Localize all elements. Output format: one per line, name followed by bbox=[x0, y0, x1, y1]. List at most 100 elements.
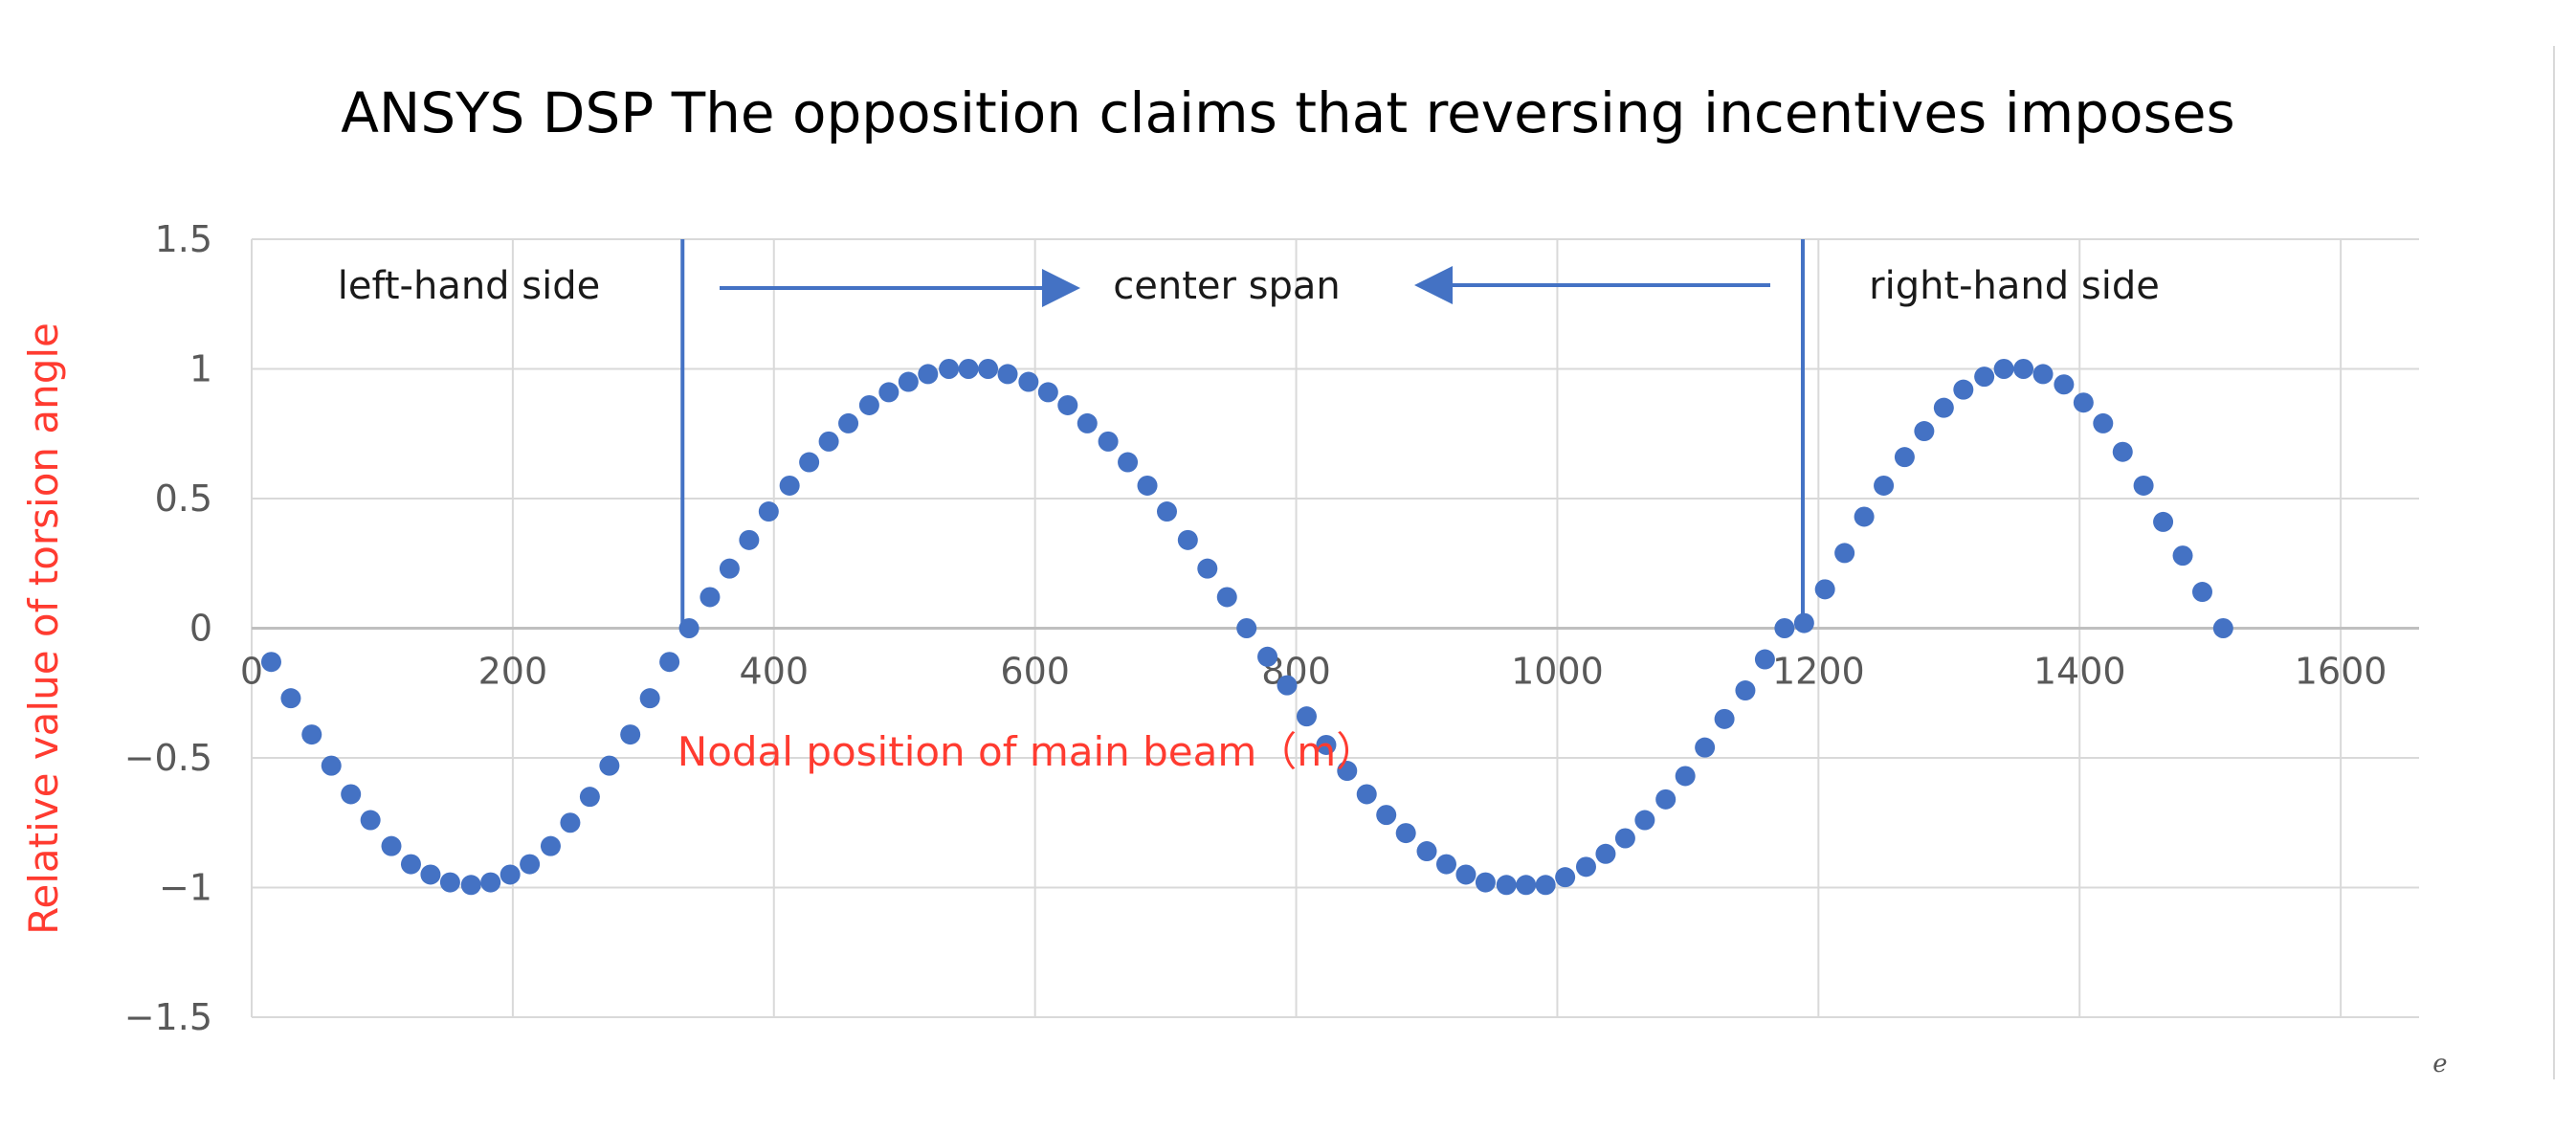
data-point bbox=[678, 618, 700, 638]
data-point bbox=[420, 864, 441, 885]
data-point bbox=[2093, 412, 2114, 433]
data-point bbox=[2212, 618, 2233, 638]
data-point bbox=[1894, 447, 1915, 468]
x-tick-label: 1000 bbox=[1511, 651, 1604, 693]
data-point bbox=[2073, 392, 2094, 413]
data-point bbox=[918, 364, 939, 385]
x-tick-label: 600 bbox=[1000, 651, 1070, 693]
data-point bbox=[1216, 587, 1237, 608]
data-point bbox=[1874, 475, 1895, 496]
data-point bbox=[1953, 379, 1974, 400]
x-tick-label: 1200 bbox=[1772, 651, 1865, 693]
data-point bbox=[1974, 367, 1995, 388]
y-tick-label: 0 bbox=[189, 608, 212, 650]
data-point bbox=[1197, 558, 1218, 579]
data-point bbox=[639, 688, 660, 709]
data-point bbox=[360, 810, 381, 831]
data-point bbox=[1914, 421, 1935, 442]
data-point bbox=[779, 475, 800, 496]
data-point bbox=[400, 854, 421, 875]
y-tick-label: 1.5 bbox=[155, 218, 212, 260]
data-point bbox=[1475, 872, 1496, 893]
data-point bbox=[1236, 618, 1257, 638]
x-tick-label: 0 bbox=[240, 651, 263, 693]
data-point bbox=[1077, 412, 1098, 433]
data-point bbox=[599, 755, 620, 776]
data-point bbox=[1257, 646, 1278, 667]
data-point bbox=[341, 784, 362, 805]
y-tick-label: −0.5 bbox=[124, 737, 212, 779]
data-point bbox=[1575, 856, 1596, 878]
data-point bbox=[381, 835, 402, 856]
data-point bbox=[280, 688, 301, 709]
data-point bbox=[1395, 823, 1416, 844]
data-point bbox=[2013, 359, 2034, 379]
data-point bbox=[1156, 501, 1177, 522]
data-point bbox=[1555, 867, 1576, 888]
data-point bbox=[2054, 374, 2075, 395]
data-point bbox=[520, 854, 541, 875]
chart-title: ANSYS DSP The opposition claims that rev… bbox=[341, 80, 2234, 145]
data-point bbox=[480, 872, 501, 893]
data-point bbox=[1993, 359, 2014, 379]
data-point bbox=[1137, 475, 1158, 496]
data-point bbox=[2172, 545, 2193, 566]
data-point bbox=[1277, 675, 1298, 696]
data-point bbox=[1356, 784, 1377, 805]
data-point bbox=[1595, 843, 1616, 864]
data-point bbox=[1655, 789, 1677, 810]
x-tick-label: 400 bbox=[740, 651, 810, 693]
data-point bbox=[1496, 875, 1517, 896]
data-point bbox=[1037, 382, 1058, 403]
data-point bbox=[1455, 864, 1477, 885]
data-point bbox=[799, 452, 820, 473]
data-point bbox=[1337, 761, 1358, 782]
figure-border bbox=[2553, 46, 2555, 1079]
data-point bbox=[260, 652, 281, 673]
y-tick-label: −1.5 bbox=[124, 996, 212, 1038]
data-point bbox=[659, 652, 680, 673]
data-point bbox=[838, 412, 859, 433]
data-point bbox=[939, 359, 960, 379]
data-point bbox=[1793, 612, 1814, 633]
data-point bbox=[1316, 734, 1337, 755]
data-point bbox=[579, 787, 600, 808]
data-point bbox=[2032, 364, 2054, 385]
data-point bbox=[2112, 441, 2133, 462]
x-tick-label: 1400 bbox=[2033, 651, 2126, 693]
data-point bbox=[1296, 706, 1317, 727]
data-point bbox=[978, 359, 999, 379]
data-point bbox=[1535, 875, 1556, 896]
data-point bbox=[500, 864, 521, 885]
x-tick-label: 200 bbox=[478, 651, 548, 693]
data-point bbox=[1177, 529, 1198, 550]
data-point bbox=[301, 724, 322, 745]
data-point bbox=[560, 812, 581, 833]
data-point bbox=[1735, 680, 1756, 701]
data-point bbox=[1018, 371, 1039, 392]
data-point bbox=[858, 394, 879, 415]
y-tick-label: −1 bbox=[159, 867, 212, 909]
data-point bbox=[1435, 854, 1456, 875]
data-point bbox=[1675, 766, 1696, 787]
y-tick-label: 0.5 bbox=[155, 478, 212, 520]
data-point bbox=[1933, 397, 1954, 418]
data-point bbox=[1516, 875, 1537, 896]
data-point bbox=[1834, 543, 1855, 564]
data-point bbox=[818, 431, 839, 452]
data-point bbox=[321, 755, 342, 776]
data-point bbox=[898, 371, 919, 392]
data-point bbox=[439, 872, 460, 893]
data-point bbox=[1854, 506, 1875, 527]
data-point bbox=[739, 529, 760, 550]
data-point bbox=[758, 501, 779, 522]
data-point bbox=[1714, 708, 1735, 729]
data-point bbox=[2153, 511, 2174, 532]
data-point bbox=[1774, 618, 1795, 638]
region-label-center: center span bbox=[1113, 264, 1341, 308]
data-point bbox=[1754, 649, 1775, 670]
x-axis-title: Nodal position of main beam（m） bbox=[677, 728, 1376, 775]
data-point bbox=[719, 558, 740, 579]
data-point bbox=[2192, 582, 2212, 603]
